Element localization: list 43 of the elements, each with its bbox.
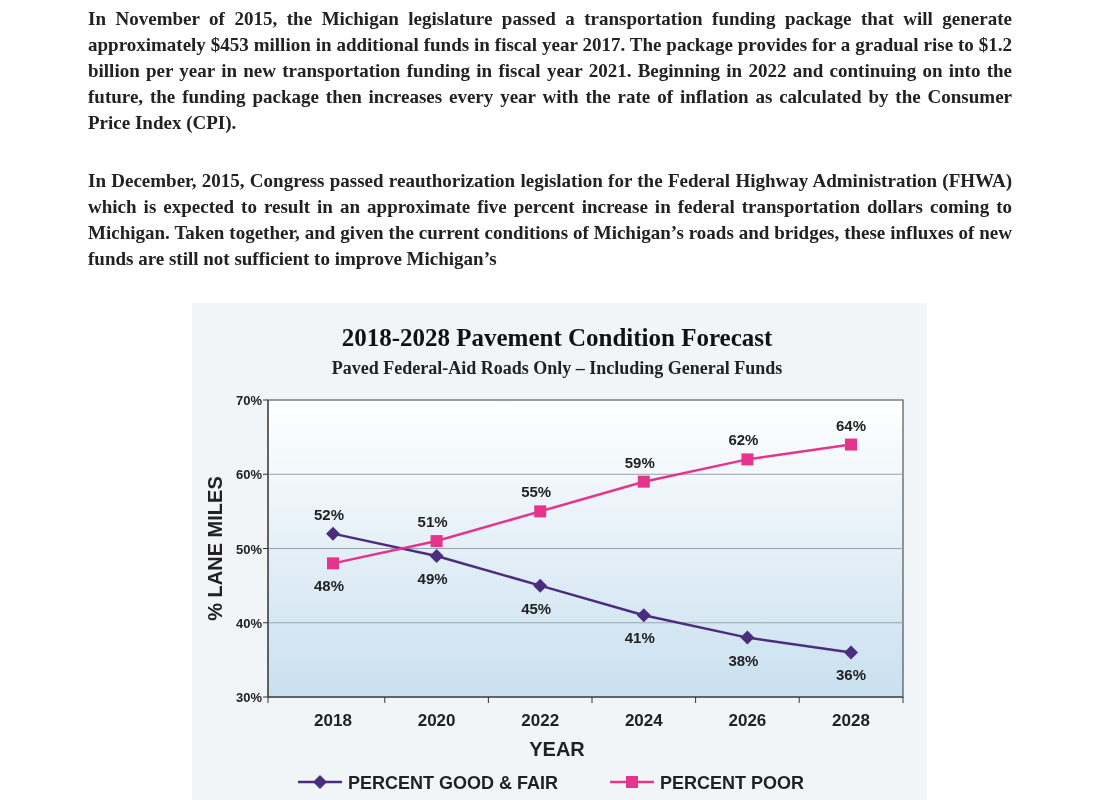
data-label: 45% <box>521 599 552 617</box>
text: In December, 2015, Congress passed reauthorization legislation for the Federal Highway Administration (FHWA) which is expected to result in an approximate five percent increase in federal transportation dollars coming to Michigan. Taken together, and given the current conditions of Michigan’s roads and bridges, these influxes of new funds are still not sufficient to improve Michigan’s <box>88 169 1012 271</box>
y-tick-label: 50% <box>235 541 263 557</box>
data-label: 48% <box>313 577 345 595</box>
data-label: 51% <box>417 513 448 531</box>
data-label: 38% <box>728 651 759 669</box>
data-label: 52% <box>313 505 345 523</box>
data-label: 36% <box>835 666 867 684</box>
point <box>636 608 651 623</box>
point <box>430 535 443 548</box>
point <box>845 438 857 451</box>
x-tick-label: 2024 <box>624 711 664 730</box>
data-label: 49% <box>417 569 448 587</box>
data-label: 62% <box>728 431 759 449</box>
data-label: 41% <box>624 629 655 647</box>
legend-label: PERCENT GOOD & FAIR <box>348 773 559 793</box>
legend-label: PERCENT POOR <box>660 773 805 793</box>
x-tick-label: 2022 <box>521 711 560 730</box>
point <box>429 548 444 563</box>
point <box>844 645 858 660</box>
x-tick-label: 2028 <box>832 711 870 730</box>
data-label: 59% <box>624 453 655 471</box>
point <box>326 526 340 541</box>
y-tick-label: 70% <box>235 393 263 408</box>
chart-title: 2018-2028 Pavement Condition Forecast <box>341 324 774 351</box>
y-tick-label: 40% <box>235 615 263 631</box>
x-axis-title: YEAR <box>529 738 586 760</box>
text: In November of 2015, the Michigan legislature passed a transportation funding package that will generate approximately $453 million in additional funds in fiscal year 2017. The package provides for a gradual rise to $1.2 billion per year in new transportation funding in fiscal year 2021. Beginning in 2022 and continuing on into the future, the funding package then increases every year with the rate of inflation as calculated by the Consumer Price Index (CPI). <box>88 7 1012 135</box>
y-axis-title: % LANE MILES <box>204 476 226 621</box>
y-tick-label: 30% <box>235 690 263 705</box>
y-tick-label: 60% <box>235 467 263 483</box>
chart-subtitle: Paved Federal-Aid Roads Only – Including General Funds <box>331 358 783 378</box>
x-tick-label: 2026 <box>728 711 767 730</box>
point <box>534 505 547 518</box>
data-label: 55% <box>521 483 552 501</box>
x-tick-label: 2018 <box>314 711 352 730</box>
point <box>327 557 339 570</box>
point <box>533 578 548 593</box>
point <box>637 475 650 488</box>
x-tick-label: 2020 <box>417 711 456 730</box>
point <box>741 453 754 466</box>
point <box>740 630 755 645</box>
data-label: 64% <box>835 416 867 434</box>
